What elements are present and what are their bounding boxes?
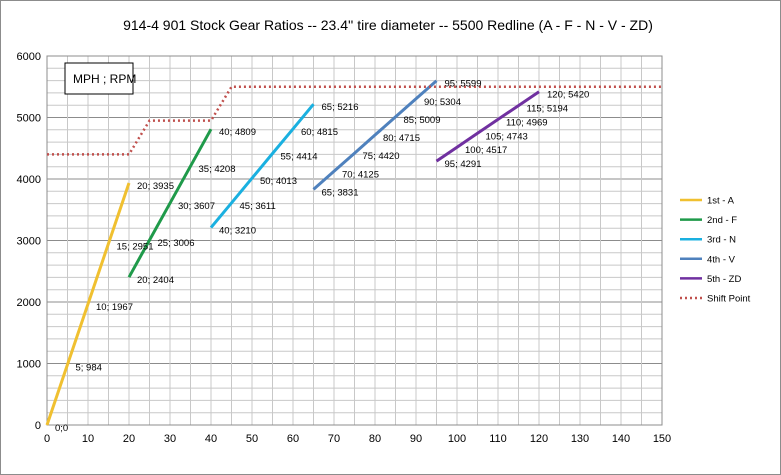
- x-tick-label: 70: [328, 433, 340, 445]
- data-label: 40; 4809: [219, 127, 256, 138]
- data-label: 65; 5216: [322, 102, 359, 113]
- data-label: 115; 5194: [527, 104, 569, 115]
- data-label: 45; 3611: [240, 201, 276, 212]
- data-label: 50; 4013: [260, 176, 297, 187]
- y-tick-label: 6000: [17, 51, 41, 63]
- chart-title: 914-4 901 Stock Gear Ratios -- 23.4'' ti…: [123, 17, 653, 33]
- x-tick-label: 0: [44, 433, 50, 445]
- annotation-box: MPH ; RPM: [64, 62, 136, 95]
- data-label: 90; 5304: [424, 97, 461, 108]
- data-label: 20; 2404: [137, 275, 174, 286]
- x-tick-label: 20: [123, 433, 135, 445]
- legend-label: 1st - A: [707, 196, 735, 207]
- series-line: [312, 79, 438, 191]
- x-tick-label: 90: [410, 433, 422, 445]
- data-label: 15; 2951: [117, 242, 154, 253]
- data-label: 20; 3935: [137, 181, 174, 192]
- data-label: 35; 4208: [199, 164, 236, 175]
- x-tick-label: 10: [82, 433, 94, 445]
- y-tick-label: 4000: [17, 174, 41, 186]
- annotation-text: MPH ; RPM: [73, 72, 136, 86]
- series-line: [127, 128, 213, 278]
- data-label: 65; 3831: [322, 187, 359, 198]
- data-label: 5; 984: [76, 362, 102, 373]
- legend-label: Shift Point: [707, 294, 751, 305]
- y-tick-label: 5000: [17, 113, 41, 125]
- y-tick-label: 1000: [17, 359, 41, 371]
- legend-label: 2nd - F: [707, 215, 737, 226]
- data-label: 85; 5009: [404, 115, 441, 126]
- x-tick-label: 150: [653, 433, 671, 445]
- x-tick-label: 130: [571, 433, 589, 445]
- series-line: [45, 182, 131, 426]
- data-label: 100; 4517: [465, 145, 507, 156]
- data-label: 10; 1967: [96, 302, 133, 313]
- legend-label: 5th - ZD: [707, 274, 741, 285]
- x-tick-label: 100: [448, 433, 466, 445]
- data-label: 25; 3006: [158, 238, 195, 249]
- series-layer: [45, 79, 662, 426]
- legend: 1st - A 2nd - F 3rd - N 4th - V 5th - ZD Shif…: [680, 196, 751, 305]
- data-label: 120; 5420: [547, 90, 589, 101]
- data-label: 30; 3607: [178, 201, 215, 212]
- legend-label: 3rd - N: [707, 235, 736, 246]
- data-label: 80; 4715: [383, 133, 420, 144]
- data-label: 110; 4969: [506, 117, 548, 128]
- x-tick-label: 40: [205, 433, 217, 445]
- axes: 0 1000 2000 3000 4000 5000 6000 0 10 20 30 40 50 60 70…: [17, 51, 672, 445]
- data-labels: 0;0 5; 984 10; 1967 15; 2951 20; 3935 20; 240…: [55, 79, 589, 434]
- x-tick-label: 140: [612, 433, 630, 445]
- series-line: [435, 90, 540, 163]
- data-label: 70; 4125: [342, 169, 379, 180]
- plot-area: [46, 55, 663, 426]
- x-tick-label: 60: [287, 433, 299, 445]
- data-label: 75; 4420: [363, 151, 400, 162]
- series-line: [209, 103, 315, 229]
- y-tick-label: 2000: [17, 297, 41, 309]
- x-tick-label: 80: [369, 433, 381, 445]
- data-label: 60; 4815: [301, 127, 338, 138]
- x-tick-label: 30: [164, 433, 176, 445]
- x-tick-label: 120: [530, 433, 548, 445]
- data-label: 105; 4743: [486, 131, 528, 142]
- data-label: 55; 4414: [281, 152, 318, 163]
- y-tick-label: 3000: [17, 236, 41, 248]
- y-tick-label: 0: [35, 420, 41, 432]
- x-tick-label: 50: [246, 433, 258, 445]
- x-tick-label: 110: [489, 433, 507, 445]
- data-label: 0;0: [55, 423, 68, 434]
- data-label: 95; 5599: [445, 79, 482, 90]
- legend-label: 4th - V: [707, 254, 736, 265]
- data-label: 95; 4291: [445, 159, 482, 170]
- data-label: 40; 3210: [219, 226, 256, 237]
